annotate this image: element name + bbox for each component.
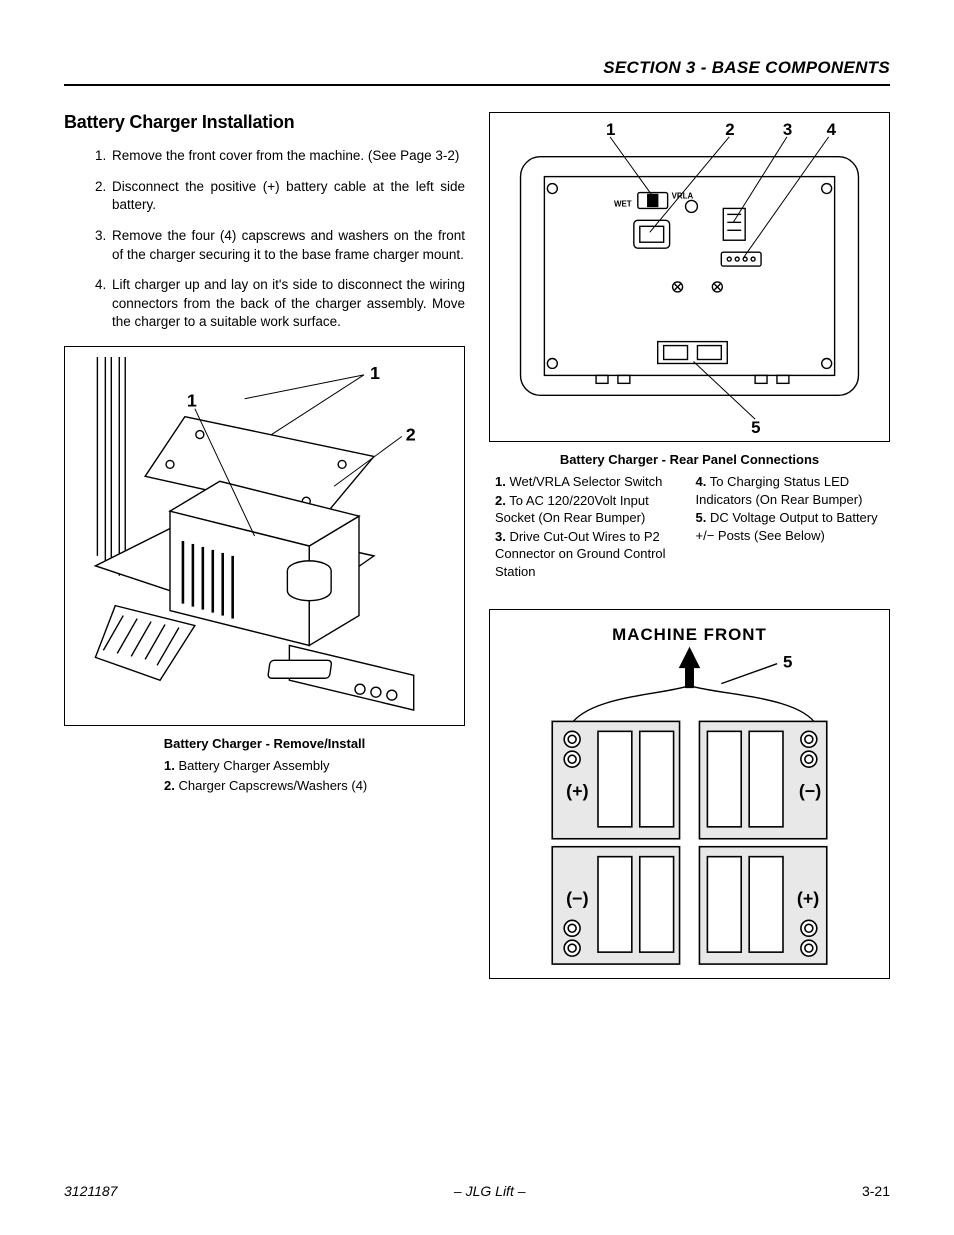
svg-text:2: 2 bbox=[406, 425, 416, 445]
footer-docnum: 3121187 bbox=[64, 1183, 117, 1199]
svg-text:1: 1 bbox=[370, 363, 380, 383]
footer-pagenum: 3-21 bbox=[862, 1183, 890, 1199]
svg-text:5: 5 bbox=[783, 653, 792, 672]
left-column: Battery Charger Installation Remove the … bbox=[64, 112, 465, 979]
svg-text:3: 3 bbox=[783, 120, 792, 139]
figure1-caption: Battery Charger - Remove/Install bbox=[64, 736, 465, 751]
svg-text:(−): (−) bbox=[799, 781, 821, 801]
step-4: Lift charger up and lay on it's side to … bbox=[110, 276, 465, 332]
subsection-title: Battery Charger Installation bbox=[64, 112, 465, 133]
svg-text:4: 4 bbox=[827, 120, 837, 139]
svg-text:1: 1 bbox=[187, 391, 197, 411]
figure-rear-panel: WET VRLA 1 2 3 4 5 bbox=[489, 112, 890, 442]
svg-text:MACHINE FRONT: MACHINE FRONT bbox=[612, 625, 767, 644]
footer-product: – JLG Lift – bbox=[454, 1183, 526, 1199]
svg-text:VRLA: VRLA bbox=[672, 191, 694, 200]
right-column: WET VRLA 1 2 3 4 5 Battery Charger - Rea… bbox=[489, 112, 890, 979]
figure2-caption: Battery Charger - Rear Panel Connections bbox=[489, 452, 890, 467]
figure2-legend: 1. Wet/VRLA Selector Switch 2. To AC 120… bbox=[489, 473, 890, 581]
svg-text:(+): (+) bbox=[566, 781, 588, 801]
step-1: Remove the front cover from the machine.… bbox=[110, 147, 465, 166]
svg-text:(+): (+) bbox=[797, 889, 819, 909]
svg-text:2: 2 bbox=[725, 120, 734, 139]
page-footer: 3121187 – JLG Lift – 3-21 bbox=[64, 1183, 890, 1199]
section-header: SECTION 3 - BASE COMPONENTS bbox=[64, 58, 890, 86]
svg-text:WET: WET bbox=[614, 199, 632, 208]
svg-text:1: 1 bbox=[606, 120, 615, 139]
figure-machine-front: MACHINE FRONT 5 bbox=[489, 609, 890, 979]
step-3: Remove the four (4) capscrews and washer… bbox=[110, 227, 465, 264]
svg-text:5: 5 bbox=[751, 418, 760, 437]
step-2: Disconnect the positive (+) battery cabl… bbox=[110, 178, 465, 215]
figure-remove-install: 1 1 2 bbox=[64, 346, 465, 726]
figure1-legend: 1. Battery Charger Assembly 2. Charger C… bbox=[64, 757, 465, 794]
install-steps: Remove the front cover from the machine.… bbox=[64, 147, 465, 332]
svg-text:(−): (−) bbox=[566, 889, 588, 909]
